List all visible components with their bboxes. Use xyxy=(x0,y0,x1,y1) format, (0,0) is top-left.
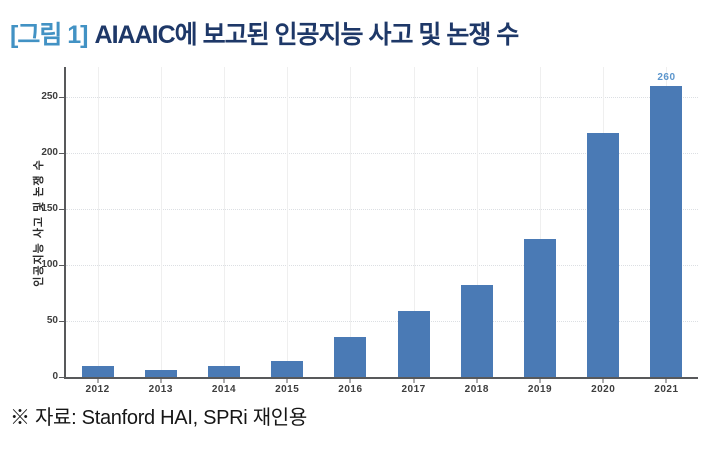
bar-2017 xyxy=(397,310,430,377)
y-tick-label-0: 0 xyxy=(52,371,58,382)
bar-slot-2021: 260 xyxy=(635,67,698,377)
y-tick-mark-150 xyxy=(59,209,64,211)
bar-2016 xyxy=(334,336,367,377)
y-tick-mark-0 xyxy=(59,377,64,378)
x-tick-label-2014: 2014 xyxy=(211,384,237,395)
bar-2015 xyxy=(271,361,304,377)
x-tick-label-2013: 2013 xyxy=(148,384,173,395)
bar-slot-2020 xyxy=(572,67,635,377)
y-tick-label-200: 200 xyxy=(41,147,58,159)
y-tick-mark-200 xyxy=(59,153,64,155)
bars-container: 260 xyxy=(66,67,698,377)
h-gridline-100 xyxy=(66,265,698,267)
x-tick-mark-2014 xyxy=(223,379,225,383)
x-tick-mark-2019 xyxy=(539,379,541,383)
bar-slot-2016 xyxy=(319,67,382,377)
h-gridline-200 xyxy=(66,153,698,155)
v-gridline-2018 xyxy=(476,67,478,377)
bar-2014 xyxy=(208,365,240,377)
v-gridline-2014 xyxy=(224,67,225,377)
y-tick-label-150: 150 xyxy=(41,203,58,215)
x-tick-label-2021: 2021 xyxy=(654,384,679,395)
x-tick-mark-2015 xyxy=(286,379,288,383)
x-tick-mark-2020 xyxy=(602,379,604,383)
v-gridline-2012 xyxy=(97,67,99,377)
x-tick-mark-2016 xyxy=(349,379,351,383)
figure-title: [그림 1] AIAAIC에 보고된 인공지능 사고 및 논쟁 수 xyxy=(10,15,520,51)
y-tick-label-100: 100 xyxy=(41,259,58,271)
x-tick-label-2012: 2012 xyxy=(85,384,110,395)
bar-slot-2015 xyxy=(256,67,319,377)
v-gridline-2019 xyxy=(540,67,541,377)
figure-title-text: AIAAIC에 보고된 인공지능 사고 및 논쟁 수 xyxy=(94,21,520,49)
bar-2013 xyxy=(144,370,177,377)
x-tick-label-2017: 2017 xyxy=(401,384,426,395)
bar-slot-2013 xyxy=(129,67,192,377)
h-gridline-50 xyxy=(66,321,698,323)
bar-2018 xyxy=(460,285,493,377)
x-tick-mark-2012 xyxy=(97,379,99,383)
bar-2020 xyxy=(587,133,620,377)
x-tick-mark-2013 xyxy=(160,379,162,383)
v-gridline-2017 xyxy=(413,67,415,377)
x-tick-label-2016: 2016 xyxy=(338,384,363,395)
figure-number-label: [그림 1] xyxy=(10,21,89,49)
x-tick-label-2020: 2020 xyxy=(591,384,616,395)
y-tick-mark-250 xyxy=(59,97,64,99)
bar-2019 xyxy=(524,239,557,377)
y-tick-mark-100 xyxy=(59,265,64,267)
bar-slot-2012 xyxy=(66,67,129,377)
bar-2021 xyxy=(650,86,683,377)
x-tick-mark-2017 xyxy=(413,379,415,383)
y-tick-label-50: 50 xyxy=(46,315,58,327)
v-gridline-2013 xyxy=(160,67,162,377)
bar-slot-2014 xyxy=(192,67,255,377)
bar-value-label-2021: 260 xyxy=(657,72,676,84)
source-note: ※ 자료: Stanford HAI, SPRi 재인용 xyxy=(10,407,308,429)
bar-slot-2017 xyxy=(382,67,445,377)
bar-chart: 인공지능 사고 및 논쟁 수 260 0 50 100 150 200 250 2012 20… xyxy=(0,56,710,400)
y-tick-mark-50 xyxy=(59,321,64,323)
bar-2012 xyxy=(81,365,114,377)
x-tick-label-2018: 2018 xyxy=(464,384,489,395)
x-tick-mark-2018 xyxy=(476,379,478,383)
v-gridline-2016 xyxy=(350,67,352,377)
h-gridline-150 xyxy=(66,209,698,211)
bar-slot-2019 xyxy=(508,67,571,377)
v-gridline-2015 xyxy=(287,67,289,377)
plot-area: 260 xyxy=(64,67,698,379)
h-gridline-250 xyxy=(66,97,698,99)
x-tick-mark-2021 xyxy=(665,379,667,383)
y-tick-label-250: 250 xyxy=(41,91,58,103)
x-tick-label-2019: 2019 xyxy=(527,384,553,395)
bar-slot-2018 xyxy=(445,67,508,377)
x-tick-label-2015: 2015 xyxy=(275,384,300,395)
